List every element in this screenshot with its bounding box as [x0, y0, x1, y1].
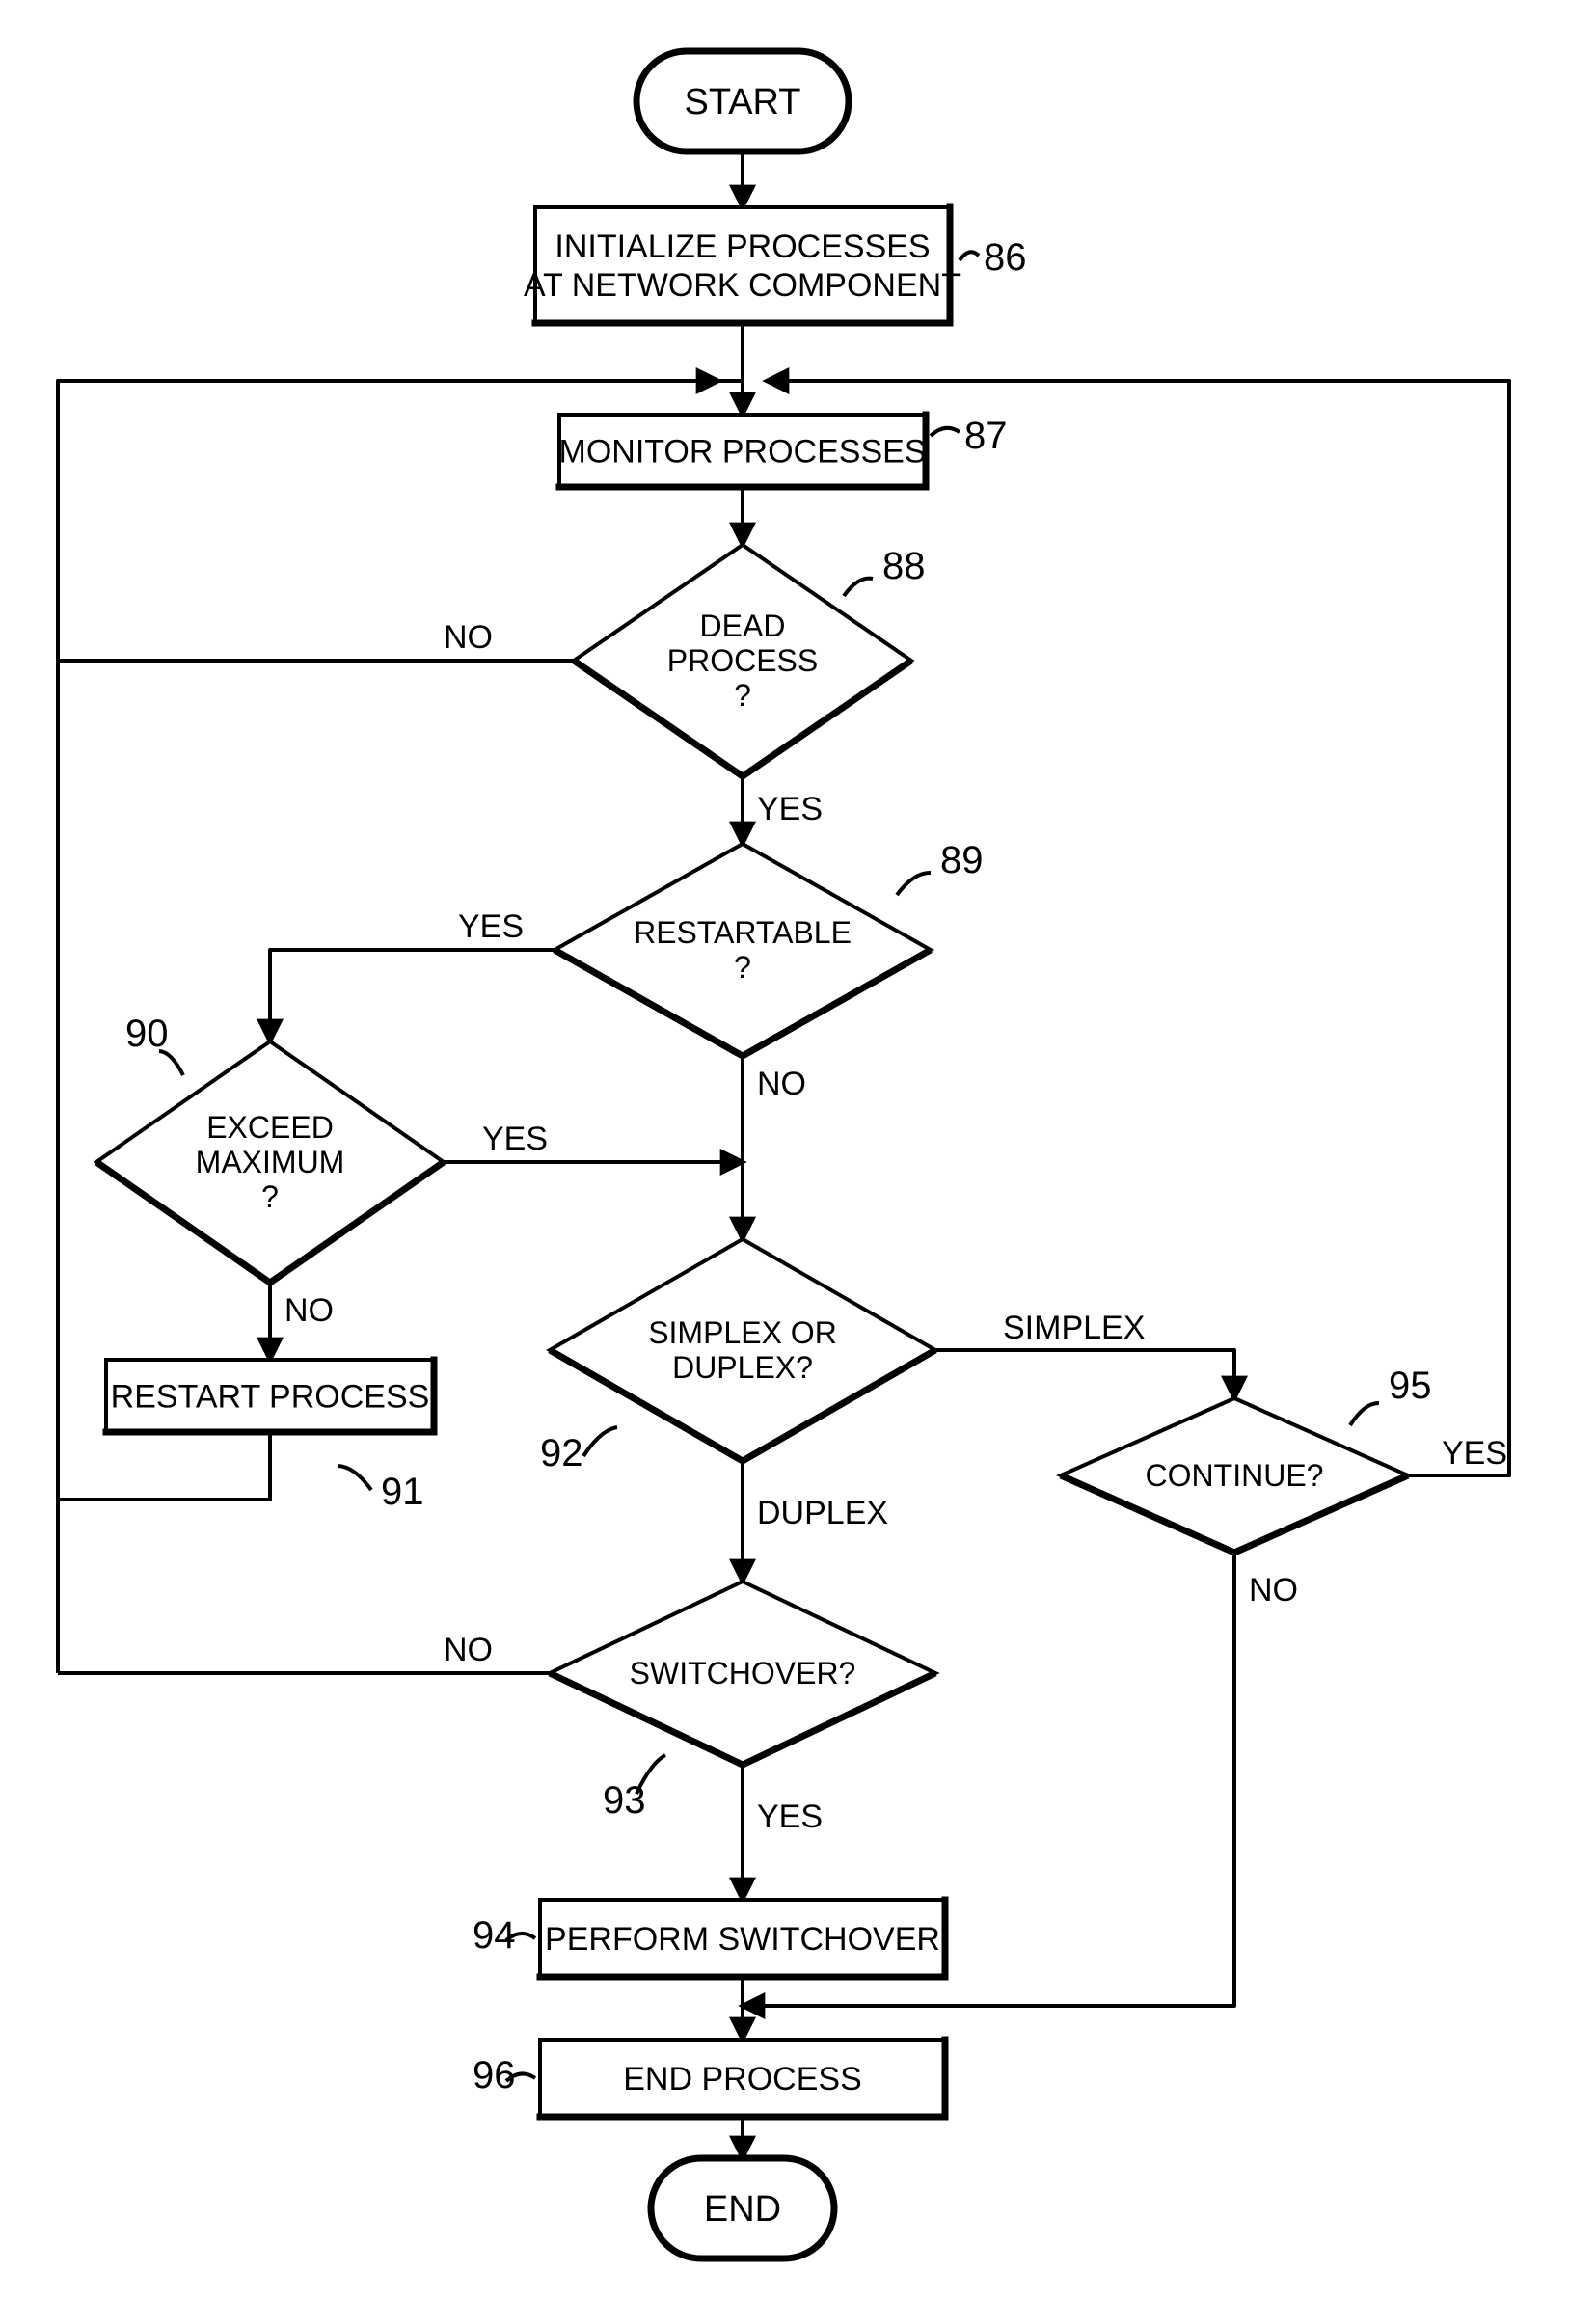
process-label: AT NETWORK COMPONENT [524, 267, 961, 304]
edge-label: YES [458, 908, 524, 945]
decision-label: EXCEED [206, 1110, 334, 1145]
edge-label: NO [444, 619, 493, 656]
process-restart: RESTART PROCESS [106, 1360, 434, 1432]
edge-label: SIMPLEX [1003, 1310, 1145, 1346]
ref-label-87: 87 [964, 415, 1008, 457]
ref-label-93: 93 [603, 1779, 646, 1822]
decision-simplex: SIMPLEX ORDUPLEX? [550, 1239, 935, 1461]
ref-label-95: 95 [1389, 1365, 1432, 1407]
edge-label: NO [1249, 1572, 1298, 1609]
decision-label: SWITCHOVER? [630, 1656, 856, 1690]
decision-label: ? [734, 678, 751, 713]
terminal-start: START [636, 51, 849, 151]
decision-exceed: EXCEEDMAXIMUM? [96, 1041, 444, 1283]
decision-label: CONTINUE? [1146, 1458, 1324, 1493]
ref-label-96: 96 [473, 2054, 516, 2096]
edge-label: YES [757, 791, 823, 827]
process-label: INITIALIZE PROCESSES [555, 229, 930, 265]
edge-label: DUPLEX [757, 1495, 888, 1531]
edge-label: NO [444, 1632, 493, 1668]
edge [58, 1432, 270, 1500]
decision-label: PROCESS [667, 643, 818, 678]
decision-label: MAXIMUM [196, 1145, 345, 1179]
edge-label: NO [284, 1292, 334, 1329]
decision-label: ? [734, 950, 751, 985]
ref-label-88: 88 [882, 545, 926, 587]
process-label: PERFORM SWITCHOVER [545, 1921, 940, 1958]
process-endproc: END PROCESS [540, 2040, 945, 2117]
process-label: MONITOR PROCESSES [559, 434, 927, 471]
terminal-end: END [651, 2158, 834, 2258]
decision-switchover: SWITCHOVER? [550, 1582, 935, 1765]
terminal-label: END [704, 2189, 781, 2230]
process-label: END PROCESS [623, 2061, 862, 2097]
ref-label-89: 89 [940, 839, 984, 881]
edge [935, 1350, 1234, 1398]
edge-label: YES [1442, 1435, 1507, 1472]
ref-label-91: 91 [381, 1471, 424, 1513]
process-perform: PERFORM SWITCHOVER [540, 1900, 945, 1977]
decision-restartable: RESTARTABLE? [555, 844, 931, 1056]
edge [270, 950, 555, 1041]
edge-label: NO [757, 1066, 806, 1102]
process-init: INITIALIZE PROCESSESAT NETWORK COMPONENT [524, 207, 961, 323]
edge-label: YES [757, 1799, 823, 1835]
decision-label: RESTARTABLE [634, 915, 852, 950]
process-label: RESTART PROCESS [111, 1379, 430, 1416]
process-monitor: MONITOR PROCESSES [559, 415, 927, 487]
ref-label-94: 94 [473, 1914, 516, 1957]
edge-label: YES [482, 1121, 548, 1157]
ref-label-92: 92 [540, 1432, 583, 1474]
ref-label-86: 86 [984, 236, 1027, 279]
decision-label: DUPLEX? [672, 1350, 813, 1385]
decision-label: ? [261, 1179, 279, 1214]
ref-label-90: 90 [125, 1013, 169, 1055]
terminal-label: START [684, 82, 800, 122]
decision-continue: CONTINUE? [1061, 1398, 1408, 1553]
decision-label: DEAD [700, 609, 786, 643]
decision-label: SIMPLEX OR [648, 1315, 837, 1350]
